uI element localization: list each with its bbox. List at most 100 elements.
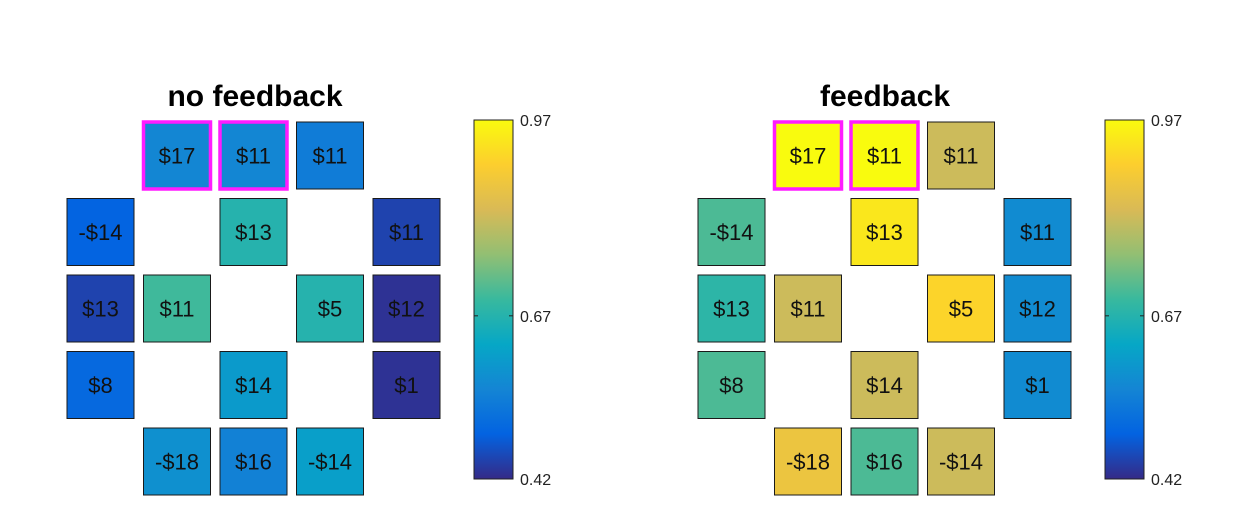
- heatmap-cell: $13: [850, 198, 919, 266]
- cell-label: -$18: [786, 450, 830, 475]
- cell-label: -$14: [78, 220, 122, 245]
- cell-label: -$14: [709, 220, 753, 245]
- heatmap-cell: $8: [66, 351, 135, 419]
- cell-label: $17: [790, 144, 827, 169]
- highlighted-cell-rect: [849, 120, 920, 191]
- cell-rect: [296, 274, 364, 343]
- cell-rect: [143, 274, 211, 343]
- cell-rect: [143, 427, 211, 496]
- cell-rect: [927, 427, 995, 496]
- heatmap-cell: $5: [927, 274, 995, 343]
- cell-label: $8: [719, 373, 743, 398]
- heatmap-cell: $14: [219, 351, 288, 419]
- cell-label: $5: [318, 297, 342, 322]
- cell-label: $11: [312, 144, 347, 169]
- colorbar-tick-label: 0.42: [1151, 472, 1182, 489]
- colorbar-feedback: 0.97 0.67 0.42: [1104, 113, 1182, 489]
- heatmap-cell: $16: [219, 427, 288, 496]
- cell-rect: [66, 274, 135, 343]
- heatmap-cell: -$18: [143, 427, 211, 496]
- colorbar-tick-label: 0.67: [520, 309, 551, 326]
- cell-label: $17: [159, 144, 196, 169]
- heatmap-cell: -$18: [774, 427, 842, 496]
- heatmap-cell: $1: [1003, 351, 1072, 419]
- highlighted-cell-rect: [141, 120, 213, 191]
- cell-label: $11: [389, 220, 424, 245]
- cell-label: $13: [866, 220, 903, 245]
- cell-label: $11: [1020, 220, 1055, 245]
- cell-label: $16: [235, 450, 272, 475]
- highlighted-cell-rect: [772, 120, 844, 191]
- cell-rect: [1003, 351, 1072, 419]
- heatmap-cell: $17: [772, 120, 844, 191]
- cell-label: $1: [394, 373, 418, 398]
- cell-rect: [1003, 198, 1072, 266]
- heatmap-cell: $11: [372, 198, 441, 266]
- cell-rect: [66, 351, 135, 419]
- cell-rect: [372, 198, 441, 266]
- cell-rect: [296, 427, 364, 496]
- heatmap-cell: $11: [1003, 198, 1072, 266]
- heatmap-cell: $13: [66, 274, 135, 343]
- heatmap-cell: -$14: [66, 198, 135, 266]
- colorbar-gradient: [1104, 119, 1145, 480]
- colorbar-tick-label: 0.42: [520, 472, 551, 489]
- highlighted-cell-rect: [218, 120, 289, 191]
- heatmap-cell: $5: [296, 274, 364, 343]
- cell-label: -$14: [308, 450, 352, 475]
- cell-rect: [774, 427, 842, 496]
- cell-label: $12: [388, 297, 425, 322]
- cell-rect: [1003, 274, 1072, 343]
- cell-rect: [219, 427, 288, 496]
- cell-rect: [927, 274, 995, 343]
- cell-rect: [697, 351, 766, 419]
- colorbar-tick-label: 0.67: [1151, 309, 1182, 326]
- cell-rect: [697, 274, 766, 343]
- cell-label: $11: [790, 297, 825, 322]
- cell-label: -$18: [155, 450, 199, 475]
- heatmap-panel-feedback: $17 $11 $11 -$14 $13 $11 $13 $11 $5 $12 $8 $14 $1 -$1…: [697, 120, 1072, 496]
- chart-title-feedback: feedback: [820, 80, 950, 113]
- cell-rect: [850, 427, 919, 496]
- colorbar-tick-label: 0.97: [520, 113, 551, 130]
- cell-rect: [219, 351, 288, 419]
- heatmap-cell: $1: [372, 351, 441, 419]
- heatmap-cell: $8: [697, 351, 766, 419]
- cell-label: $12: [1019, 297, 1056, 322]
- colorbar-tick-label: 0.97: [1151, 113, 1182, 130]
- colorbar-gradient: [473, 119, 514, 480]
- heatmap-cell: $13: [697, 274, 766, 343]
- cell-label: $13: [713, 297, 750, 322]
- heatmap-cell: $11: [927, 121, 995, 190]
- cell-rect: [774, 274, 842, 343]
- heatmap-cell: $11: [143, 274, 211, 343]
- heatmap-cell: -$14: [927, 427, 995, 496]
- cell-label: $16: [866, 450, 903, 475]
- heatmap-panel-no-feedback: $17 $11 $11 -$14 $13 $11 $13 $11 $5 $12 $8 $14 $1 -$1…: [66, 120, 441, 496]
- cell-label: $8: [88, 373, 112, 398]
- heatmap-cell: $17: [141, 120, 213, 191]
- cell-label: $11: [867, 144, 902, 169]
- cell-rect: [66, 198, 135, 266]
- heatmap-cell: $11: [296, 121, 364, 190]
- heatmap-cell: $11: [218, 120, 289, 191]
- colorbar-no-feedback: 0.97 0.67 0.42: [473, 113, 551, 489]
- heatmap-cell: -$14: [697, 198, 766, 266]
- cell-rect: [850, 351, 919, 419]
- heatmap-cell: $11: [849, 120, 920, 191]
- heatmap-cell: $12: [372, 274, 441, 343]
- heatmap-cell: $16: [850, 427, 919, 496]
- cell-label: $5: [949, 297, 973, 322]
- heatmap-cell: $14: [850, 351, 919, 419]
- cell-label: $1: [1025, 373, 1049, 398]
- heatmap-cell: $12: [1003, 274, 1072, 343]
- cell-rect: [372, 274, 441, 343]
- cell-rect: [927, 121, 995, 190]
- cell-label: $14: [866, 373, 903, 398]
- heatmap-cell: -$14: [296, 427, 364, 496]
- chart-title-no-feedback: no feedback: [167, 80, 342, 113]
- heatmap-cell: $11: [774, 274, 842, 343]
- cell-label: -$14: [939, 450, 983, 475]
- cell-label: $11: [159, 297, 194, 322]
